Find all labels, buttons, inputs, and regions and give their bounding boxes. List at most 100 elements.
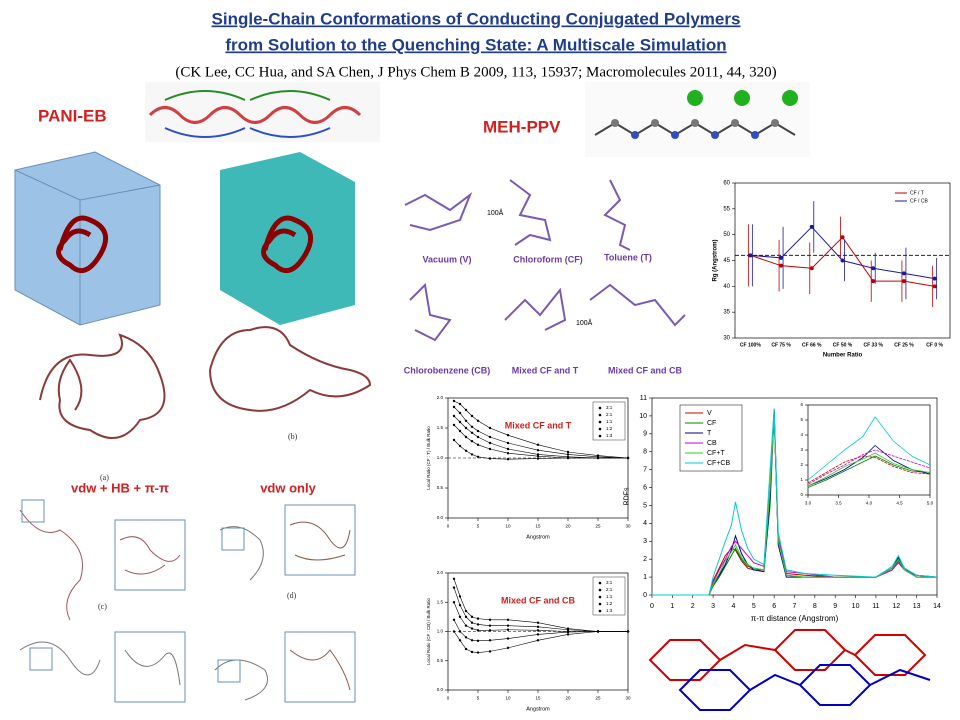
y-tick-label: 1 bbox=[800, 477, 803, 482]
marker bbox=[809, 224, 814, 229]
marker bbox=[871, 279, 876, 284]
legend-label: 3:1 bbox=[606, 405, 613, 410]
legend-swatch bbox=[598, 427, 602, 431]
y-tick-label: 4 bbox=[800, 432, 803, 437]
x-tick-label: 15 bbox=[535, 524, 541, 529]
marker bbox=[470, 627, 474, 630]
x-tick-label: 7 bbox=[793, 603, 797, 610]
marker bbox=[476, 617, 480, 620]
x-tick-label: 0 bbox=[447, 524, 450, 529]
x-tick-label: CF 0 % bbox=[926, 342, 943, 348]
x-tick-label: 13 bbox=[913, 603, 921, 610]
solvent-label: Chloroform (CF) bbox=[513, 254, 583, 264]
y-tick-label: 30 bbox=[723, 336, 730, 342]
x-tick-label: 4.5 bbox=[896, 501, 903, 506]
x-tick-label: 10 bbox=[852, 603, 860, 610]
series-group bbox=[808, 416, 930, 488]
y-tick-label: 9 bbox=[643, 431, 647, 438]
y-tick-label: 10 bbox=[639, 413, 647, 420]
marker bbox=[476, 419, 480, 422]
x-tick-label: 3.5 bbox=[835, 501, 842, 506]
marker bbox=[452, 423, 456, 427]
legend-swatch bbox=[598, 406, 602, 410]
scale-label: 100Å bbox=[487, 208, 504, 217]
marker bbox=[809, 266, 814, 271]
marker bbox=[458, 429, 462, 433]
x-tick-label: 2 bbox=[691, 603, 695, 610]
marker bbox=[464, 636, 468, 639]
marker bbox=[464, 615, 468, 619]
y-tick-label: 40 bbox=[723, 284, 730, 290]
x-axis-label: π-π distance (Angstrom) bbox=[751, 614, 839, 623]
marker bbox=[488, 624, 492, 627]
title: Single-Chain Conformations of Conducting… bbox=[212, 9, 741, 28]
marker bbox=[458, 639, 462, 642]
y-tick-label: 8 bbox=[643, 449, 647, 456]
legend-label: V bbox=[707, 410, 712, 417]
legend-label: CF / CB bbox=[910, 198, 928, 204]
panel-label: (c) bbox=[98, 602, 107, 611]
x-tick-label: 3 bbox=[711, 603, 715, 610]
series-line bbox=[808, 449, 930, 486]
legend-label: 1:3 bbox=[606, 608, 613, 613]
marker bbox=[779, 263, 784, 268]
x-tick-label: 14 bbox=[933, 603, 941, 610]
y-tick-label: 0.5 bbox=[437, 485, 444, 490]
marker bbox=[566, 630, 570, 634]
marker bbox=[476, 651, 480, 654]
marker bbox=[748, 253, 753, 258]
marker bbox=[464, 419, 468, 422]
marker bbox=[488, 639, 492, 642]
legend-label: 1:2 bbox=[606, 426, 613, 431]
x-tick-label: CF 66 % bbox=[802, 342, 822, 348]
y-tick-label: 6 bbox=[643, 484, 647, 491]
y-tick-label: 35 bbox=[723, 310, 730, 316]
marker bbox=[476, 429, 480, 433]
marker bbox=[901, 271, 906, 276]
marker bbox=[452, 577, 456, 581]
legend-label: 1:3 bbox=[606, 433, 613, 438]
legend-box bbox=[679, 404, 743, 472]
marker bbox=[536, 625, 540, 629]
marker bbox=[536, 639, 540, 642]
marker bbox=[566, 628, 570, 631]
marker bbox=[458, 444, 462, 448]
marker bbox=[506, 441, 510, 445]
marker bbox=[476, 629, 480, 632]
legend-swatch bbox=[598, 602, 602, 606]
structure-drawing bbox=[648, 629, 931, 711]
section-label: PANI-EB bbox=[38, 106, 107, 125]
title: from Solution to the Quenching State: A … bbox=[225, 35, 726, 54]
marker bbox=[506, 618, 510, 621]
marker bbox=[470, 639, 474, 642]
marker bbox=[464, 449, 468, 452]
marker bbox=[476, 623, 480, 626]
legend-label: T bbox=[707, 430, 712, 437]
y-tick-label: 50 bbox=[723, 232, 730, 238]
x-tick-label: CF 75 % bbox=[771, 342, 791, 348]
marker bbox=[506, 447, 510, 451]
simulation-box bbox=[14, 151, 161, 326]
y-tick-label: 2.0 bbox=[437, 570, 444, 575]
legend-swatch bbox=[598, 434, 602, 438]
marker bbox=[488, 426, 492, 430]
marker bbox=[470, 453, 474, 456]
marker bbox=[458, 603, 462, 607]
y-tick-label: 1.0 bbox=[437, 629, 444, 634]
marker bbox=[536, 449, 540, 452]
marker bbox=[488, 447, 492, 451]
marker bbox=[506, 646, 510, 650]
x-tick-label: 20 bbox=[565, 524, 571, 529]
legend-swatch bbox=[598, 588, 602, 592]
marker bbox=[470, 414, 474, 418]
panel-label: (a) bbox=[100, 473, 109, 482]
legend-label: 1:1 bbox=[606, 419, 613, 424]
marker bbox=[476, 443, 480, 446]
marker bbox=[566, 633, 570, 636]
solvent-label: Chlorobenzene (CB) bbox=[404, 365, 491, 375]
chain-conformation bbox=[39, 326, 372, 439]
legend-swatch bbox=[598, 420, 602, 424]
x-tick-label: 3.0 bbox=[805, 501, 812, 506]
x-tick-label: 5 bbox=[477, 524, 480, 529]
